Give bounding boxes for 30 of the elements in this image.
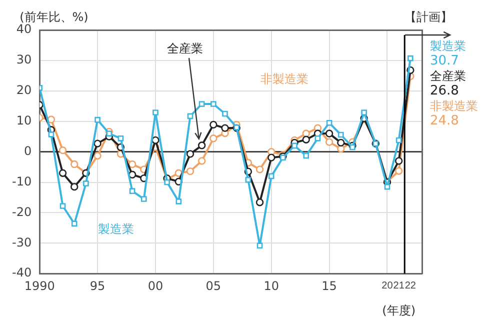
y-tick-label: 0 (24, 144, 32, 158)
data-label: 26.8 (430, 83, 459, 98)
series-label: 製造業 (430, 39, 466, 54)
data-label: 24.8 (430, 113, 459, 128)
text: 非製造業 (260, 72, 308, 86)
series-label: 全産業 (430, 69, 466, 84)
y-tick-label: -10 (12, 174, 32, 188)
y-tick-label: -40 (12, 266, 32, 280)
x-axis-title: (年度) (382, 304, 416, 318)
x-tick-label: 21 (393, 280, 405, 292)
text: 全産業 (166, 42, 203, 56)
x-tick-label: 10 (264, 278, 279, 293)
y-axis-title: (前年比、%) (20, 10, 88, 24)
x-tick-label: 20 (382, 280, 394, 292)
ref-line-label: 【計画】 (404, 10, 453, 24)
y-tick-label: 30 (16, 52, 32, 67)
x-tick-label: 22 (404, 280, 416, 292)
text: 製造業 (98, 222, 134, 236)
y-tick-label: 20 (16, 83, 32, 98)
x-tick-label: 00 (148, 278, 164, 293)
y-tick-label: 10 (16, 113, 32, 128)
data-label: 30.7 (430, 53, 459, 68)
y-tick-label: -30 (12, 235, 32, 250)
x-tick-label: 15 (322, 278, 337, 293)
x-tick-label: 05 (206, 278, 222, 293)
x-tick-label: 1990 (24, 278, 55, 293)
y-tick-label: 40 (16, 22, 32, 36)
series-label: 非製造業 (430, 99, 478, 114)
x-tick-label: 95 (90, 278, 106, 293)
y-tick-label: -20 (12, 204, 32, 219)
